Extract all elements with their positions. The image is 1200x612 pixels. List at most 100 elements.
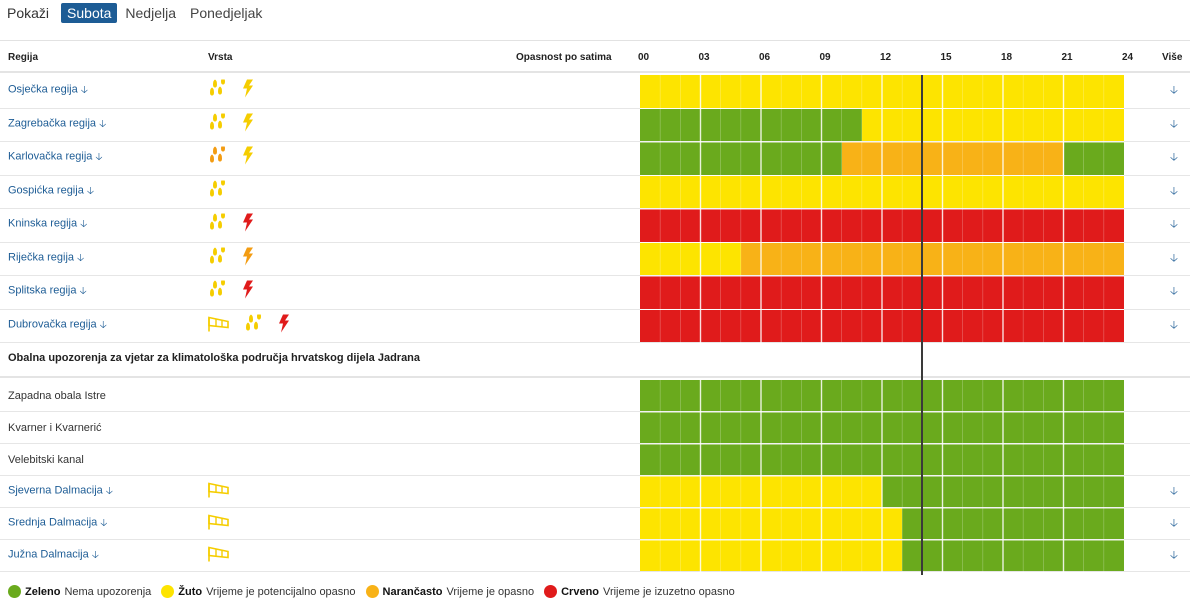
region-label: Kninska regija [8, 217, 78, 230]
table-row: Karlovačka regija 🡣 🡣 [0, 142, 1190, 176]
table-row: Riječka regija 🡣 🡣 [0, 242, 1190, 276]
hazard-segment-green [902, 508, 1124, 539]
hour-label: 24 [1122, 52, 1134, 63]
tab-ponedjeljak[interactable]: Ponedjeljak [190, 5, 263, 21]
more-arrow-icon[interactable]: 🡣 [1170, 485, 1178, 497]
expand-arrow-icon[interactable]: 🡣 [105, 485, 113, 496]
more-arrow-icon[interactable]: 🡣 [1170, 185, 1178, 198]
legend-item-red: Crveno Vrijeme je izuzetno opasno [544, 585, 735, 598]
region-label: Splitska regija [8, 284, 77, 297]
legend-item-orange: Narančasto Vrijeme je opasno [365, 585, 535, 598]
region-name[interactable]: Gospićka regija 🡣 [8, 183, 94, 200]
hour-label: 15 [940, 52, 952, 63]
table-row: Osječka regija 🡣 🡣 [0, 75, 1190, 109]
hour-label: 21 [1061, 52, 1073, 63]
expand-arrow-icon[interactable]: 🡣 [79, 285, 87, 297]
hazard-segment-green [640, 380, 1124, 411]
warning-type-icons [208, 144, 254, 170]
region-label: Gospićka regija [8, 184, 84, 197]
region-name[interactable]: Sjeverna Dalmacija 🡣 [8, 483, 113, 500]
expand-arrow-icon[interactable]: 🡣 [95, 151, 103, 163]
hazard-segment-green [640, 444, 1124, 475]
lightning-icon [242, 247, 254, 270]
expand-arrow-icon[interactable]: 🡣 [86, 185, 95, 197]
rain-icon [208, 77, 228, 103]
region-name[interactable]: Dubrovačka regija 🡣 [8, 317, 107, 334]
more-arrow-icon[interactable]: 🡣 [1170, 549, 1178, 561]
rain-icon [208, 178, 228, 203]
hazard-segment-green [640, 108, 862, 141]
table-row: Sjeverna Dalmacija 🡣 🡣 [0, 476, 1190, 508]
region-label: Zapadna obala Istre [8, 389, 106, 402]
region-name[interactable]: Karlovačka regija 🡣 [8, 150, 103, 167]
hour-label: 03 [698, 52, 710, 63]
warning-type-icons [208, 278, 254, 304]
rain-icon [208, 111, 228, 136]
more-arrow-icon[interactable]: 🡣 [1170, 118, 1178, 131]
table-row: Zapadna obala Istre [0, 380, 1190, 412]
lightning-icon [242, 280, 254, 304]
expand-arrow-icon[interactable]: 🡣 [100, 517, 108, 528]
more-arrow-icon[interactable]: 🡣 [1170, 84, 1178, 97]
lightning-icon [242, 79, 254, 103]
expand-arrow-icon[interactable]: 🡣 [99, 319, 107, 331]
legend-label: Crveno [561, 585, 600, 598]
more-arrow-icon[interactable]: 🡣 [1170, 517, 1178, 529]
legend-desc: Vrijeme je opasno [446, 585, 535, 598]
hazard-segment-green [1063, 142, 1124, 175]
table-row: Velebitski kanal [0, 444, 1190, 476]
expand-arrow-icon[interactable]: 🡣 [80, 218, 88, 230]
hazard-segment-green [640, 142, 842, 175]
legend-desc: Nema upozorenja [64, 585, 152, 598]
region-label: Riječka regija [8, 251, 75, 264]
region-name[interactable]: Riječka regija 🡣 [8, 250, 84, 267]
more-arrow-icon[interactable]: 🡣 [1170, 285, 1178, 298]
warning-type-icons [208, 245, 254, 270]
expand-arrow-icon[interactable]: 🡣 [91, 549, 99, 560]
rain-icon [244, 312, 264, 337]
region-label: Srednja Dalmacija [8, 516, 98, 528]
hazard-segment-yellow [640, 75, 1124, 108]
warning-type-icons [208, 545, 230, 566]
tab-nedjelja[interactable]: Nedjelja [125, 5, 176, 21]
table-row: Južna Dalmacija 🡣 🡣 [0, 540, 1190, 572]
rain-icon [208, 245, 228, 270]
region-name[interactable]: Kninska regija 🡣 [8, 217, 87, 234]
hazard-segment-orange [740, 242, 1124, 275]
more-arrow-icon[interactable]: 🡣 [1170, 151, 1178, 164]
expand-arrow-icon[interactable]: 🡣 [77, 252, 85, 264]
region-name[interactable]: Splitska regija 🡣 [8, 284, 87, 301]
more-arrow-icon[interactable]: 🡣 [1170, 252, 1178, 265]
lightning-icon [242, 146, 254, 170]
hour-label: 12 [880, 52, 892, 63]
legend-dot [365, 585, 379, 598]
show-label: Pokaži [7, 5, 50, 21]
region-name[interactable]: Srednja Dalmacija 🡣 [8, 515, 107, 532]
expand-arrow-icon[interactable]: 🡣 [99, 118, 107, 130]
hazard-segment-orange [841, 142, 1064, 175]
rain-icon [208, 278, 228, 304]
legend-label: Narančasto [382, 585, 443, 598]
hour-label: 00 [638, 52, 650, 63]
lightning-icon [278, 314, 290, 337]
wind-icon [208, 545, 230, 566]
expand-arrow-icon[interactable]: 🡣 [80, 84, 88, 96]
table-header: Regija Vrsta Opasnost po satima Više 00 0… [0, 40, 1190, 73]
warning-type-icons [208, 513, 230, 534]
region-name[interactable]: Južna Dalmacija 🡣 [8, 547, 99, 564]
hazard-segment-yellow [640, 242, 741, 275]
table-row: Splitska regija 🡣 🡣 [0, 276, 1190, 310]
legend-dot [8, 585, 21, 598]
header-more: Više [1162, 52, 1183, 63]
region-name[interactable]: Zagrebačka regija 🡣 [8, 116, 106, 133]
region-name: Zapadna obala Istre [8, 390, 106, 402]
legend-item-green: Zeleno Nema upozorenja [8, 585, 151, 598]
coastal-section-title: Obalna upozorenja za vjetar za klimatolo… [8, 352, 421, 364]
legend-dot [161, 585, 175, 598]
tab-subota[interactable]: Subota [61, 3, 118, 23]
region-name[interactable]: Osječka regija 🡣 [8, 83, 88, 100]
warning-type-icons [208, 77, 254, 103]
hazard-segment-red [640, 309, 1124, 342]
more-arrow-icon[interactable]: 🡣 [1170, 319, 1178, 332]
more-arrow-icon[interactable]: 🡣 [1170, 218, 1178, 231]
